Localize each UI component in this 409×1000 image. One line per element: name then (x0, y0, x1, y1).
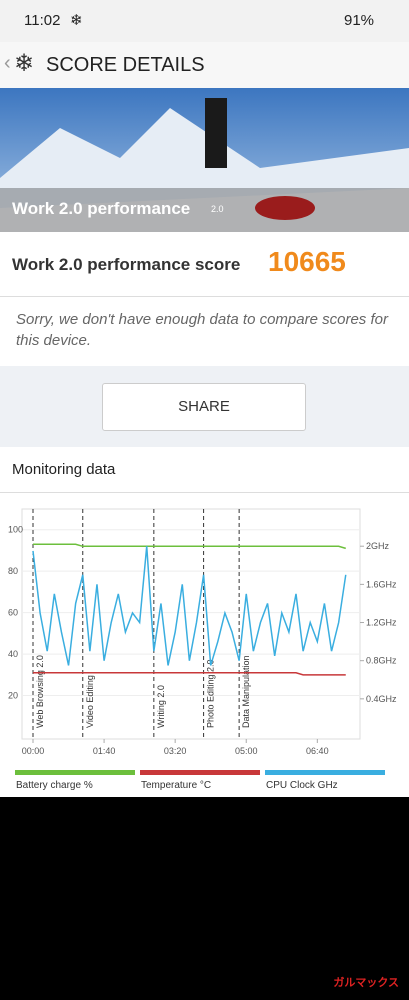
status-bar: 11:02 ❄ 91% (0, 0, 409, 42)
y2-tick-label: 0.4GHz (366, 694, 397, 704)
annotation-text: Web Browsing 2.0 (35, 655, 45, 728)
y-tick-label: 20 (8, 691, 18, 701)
y2-tick-label: 1.2GHz (366, 618, 397, 628)
y2-tick-label: 2GHz (366, 541, 390, 551)
annotation-text: Photo Editing 2.0 (206, 659, 216, 728)
legend-swatch (265, 770, 385, 775)
watermark: ガルマックス (333, 977, 399, 989)
score-label: Work 2.0 performance score (12, 255, 241, 274)
message-box: Sorry, we don't have enough data to comp… (0, 297, 409, 366)
annotation-text: Video Editing (85, 675, 95, 728)
chart: 20 40 60 80 100 0.4GHz 0.8GHz 1.2GHz 1.6GHz 2GHz 0… (8, 508, 397, 791)
back[interactable]: ‹ (4, 52, 11, 74)
x-tick-label: 03:20 (164, 746, 187, 756)
score-value: 10665 (268, 246, 346, 277)
legend-swatch (140, 770, 260, 775)
time: 11:02 (24, 12, 61, 29)
x-tick-label: 01:40 (93, 746, 116, 756)
icon: ❄ (70, 12, 83, 29)
share-button[interactable]: SHARE (102, 383, 306, 431)
series-line (33, 543, 346, 550)
app-header: ‹ ❄ SCORE DETAILS (0, 42, 409, 88)
hero-version: 2.0 (211, 204, 224, 214)
logo: ❄ (14, 50, 35, 77)
battery: 91% (344, 12, 375, 29)
hero: Work 2.0 performance 2.0 (0, 88, 409, 232)
y-tick-label: 60 (8, 608, 18, 618)
hero-title: Work 2.0 performance (12, 199, 190, 218)
y2-tick-label: 0.8GHz (366, 656, 397, 666)
header-title: SCORE DETAILS (46, 54, 205, 76)
message: Sorry, we don't have enough data to comp… (16, 311, 388, 349)
x-tick-label: 00:00 (22, 746, 45, 756)
y-tick-label: 100 (8, 525, 23, 535)
x-tick-label: 05:00 (235, 746, 258, 756)
share-area: SHARE (0, 366, 409, 447)
legend-swatch (15, 770, 135, 775)
legend-label: Temperature °C (141, 780, 211, 791)
series-line (32, 546, 347, 666)
monitoring-title: Monitoring data (12, 461, 116, 478)
y-tick-label: 40 (8, 649, 18, 659)
legend-label: Battery charge % (16, 780, 93, 791)
legend-label: CPU Clock GHz (266, 780, 338, 791)
annotation-text: Writing 2.0 (156, 685, 166, 728)
x-tick-label: 06:40 (306, 746, 329, 756)
divider (0, 492, 409, 493)
y2-tick-label: 1.6GHz (366, 579, 397, 589)
annotation-text: Data Manipulation (241, 655, 251, 728)
y-tick-label: 80 (8, 566, 18, 576)
series-line (33, 671, 346, 676)
score-row: Work 2.0 performance score 10665 (0, 232, 409, 297)
plot-frame (21, 508, 361, 740)
